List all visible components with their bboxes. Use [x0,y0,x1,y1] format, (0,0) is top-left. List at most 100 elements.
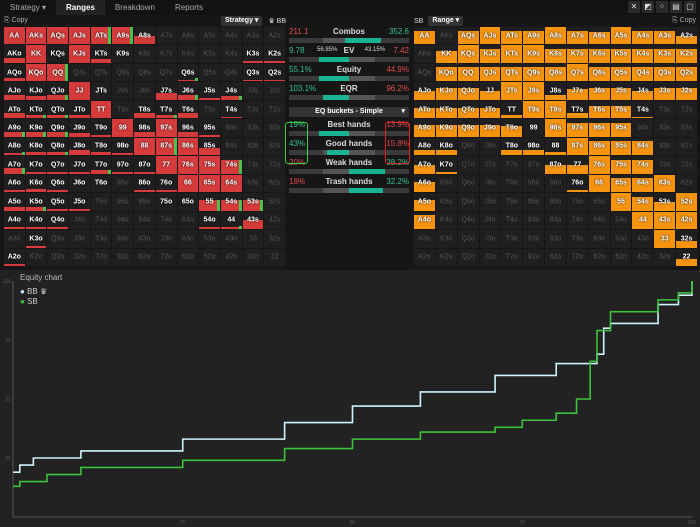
hand-cell-97o[interactable]: 97o [112,156,134,174]
hand-cell-T9s[interactable]: T9s [112,100,134,119]
hand-cell-53o[interactable]: 53o [610,230,632,248]
hand-cell-43s[interactable]: 43s [654,211,676,230]
hand-cell-A9o[interactable]: A9o [4,119,25,137]
hand-cell-Q4o[interactable]: Q4o [47,211,69,230]
hand-cell-Q9s[interactable]: Q9s [523,63,545,82]
hand-cell-63s[interactable]: 63s [242,174,264,193]
hand-cell-54s[interactable]: 54s [632,193,654,211]
hand-cell-ATo[interactable]: ATo [4,100,25,119]
hand-cell-Q3o[interactable]: Q3o [457,230,479,248]
hand-cell-AKs[interactable]: AKs [435,27,457,45]
hand-cell-T7s[interactable]: T7s [566,100,588,119]
hand-cell-K8o[interactable]: K8o [25,137,47,156]
hand-cell-64s[interactable]: 64s [632,174,654,193]
hand-cell-82o[interactable]: 82o [134,248,155,266]
hand-cell-72o[interactable]: 72o [155,248,177,266]
hand-cell-73o[interactable]: 73o [155,230,177,248]
hand-cell-J8s[interactable]: J8s [545,82,566,100]
hand-cell-Q4s[interactable]: Q4s [632,63,654,82]
hand-cell-K9s[interactable]: K9s [112,45,134,63]
hand-cell-64o[interactable]: 64o [588,211,610,230]
hand-cell-T4o[interactable]: T4o [501,211,523,230]
hand-cell-AQo[interactable]: AQo [4,63,25,82]
hand-cell-T5s[interactable]: T5s [610,100,632,119]
hand-cell-Q7s[interactable]: Q7s [566,63,588,82]
hand-cell-42s[interactable]: 42s [264,211,285,230]
hand-cell-A4s[interactable]: A4s [220,27,242,45]
hand-cell-T2s[interactable]: T2s [676,100,697,119]
hand-cell-64s[interactable]: 64s [220,174,242,193]
rows-icon[interactable]: ▤ [670,1,682,13]
hand-cell-43s[interactable]: 43s [242,211,264,230]
hand-cell-J4o[interactable]: J4o [69,211,90,230]
hand-cell-93s[interactable]: 93s [242,119,264,137]
hand-cell-KTo[interactable]: KTo [25,100,47,119]
eq-buckets-dropdown[interactable]: EQ buckets - Simple ▾ [289,107,409,117]
hand-cell-76s[interactable]: 76s [588,156,610,174]
hand-cell-J3s[interactable]: J3s [654,82,676,100]
hand-cell-95o[interactable]: 95o [523,193,545,211]
hand-cell-86s[interactable]: 86s [177,137,199,156]
hand-cell-Q6o[interactable]: Q6o [47,174,69,193]
hand-cell-J7o[interactable]: J7o [69,156,90,174]
hand-cell-62o[interactable]: 62o [588,248,610,266]
hand-cell-T2o[interactable]: T2o [90,248,112,266]
hand-cell-A5o[interactable]: A5o [4,193,25,211]
hand-cell-A7s[interactable]: A7s [566,27,588,45]
hand-cell-Q9o[interactable]: Q9o [457,119,479,137]
hand-cell-72s[interactable]: 72s [676,156,697,174]
hand-cell-72s[interactable]: 72s [264,156,285,174]
hand-cell-75o[interactable]: 75o [155,193,177,211]
hand-cell-KK[interactable]: KK [25,45,47,63]
hand-cell-K5o[interactable]: K5o [25,193,47,211]
hand-cell-T2o[interactable]: T2o [501,248,523,266]
hand-cell-Q8o[interactable]: Q8o [47,137,69,156]
hand-cell-QQ[interactable]: QQ [457,63,479,82]
hand-cell-K5o[interactable]: K5o [435,193,457,211]
hand-cell-JTs[interactable]: JTs [501,82,523,100]
hand-cell-K2s[interactable]: K2s [676,45,697,63]
hand-cell-AJs[interactable]: AJs [69,27,90,45]
hand-cell-66[interactable]: 66 [177,174,199,193]
hand-cell-AJo[interactable]: AJo [4,82,25,100]
hand-cell-K9o[interactable]: K9o [435,119,457,137]
hand-cell-42o[interactable]: 42o [220,248,242,266]
hand-cell-J6s[interactable]: J6s [177,82,199,100]
hand-cell-92o[interactable]: 92o [112,248,134,266]
hand-cell-43o[interactable]: 43o [220,230,242,248]
hand-cell-94o[interactable]: 94o [523,211,545,230]
hand-cell-AQs[interactable]: AQs [47,27,69,45]
hand-cell-AJs[interactable]: AJs [479,27,501,45]
hand-cell-Q7o[interactable]: Q7o [457,156,479,174]
hand-cell-84o[interactable]: 84o [134,211,155,230]
hand-cell-42o[interactable]: 42o [632,248,654,266]
hand-cell-73s[interactable]: 73s [654,156,676,174]
hand-cell-32s[interactable]: 32s [264,230,285,248]
hand-cell-A3s[interactable]: A3s [242,27,264,45]
hand-cell-72o[interactable]: 72o [566,248,588,266]
hand-cell-93o[interactable]: 93o [112,230,134,248]
hand-cell-KTs[interactable]: KTs [501,45,523,63]
legend-sb[interactable]: ● SB [20,297,38,306]
hand-cell-A4o[interactable]: A4o [414,211,435,230]
hand-cell-95s[interactable]: 95s [610,119,632,137]
hand-cell-K4s[interactable]: K4s [632,45,654,63]
hand-cell-K5s[interactable]: K5s [610,45,632,63]
hand-cell-A7o[interactable]: A7o [4,156,25,174]
hand-cell-65o[interactable]: 65o [588,193,610,211]
hand-cell-A2s[interactable]: A2s [676,27,697,45]
hand-cell-54o[interactable]: 54o [199,211,220,230]
hand-cell-Q2o[interactable]: Q2o [457,248,479,266]
hand-cell-K2s[interactable]: K2s [264,45,285,63]
hand-cell-76o[interactable]: 76o [155,174,177,193]
hand-cell-T6o[interactable]: T6o [501,174,523,193]
hand-cell-K8o[interactable]: K8o [435,137,457,156]
hand-cell-42s[interactable]: 42s [676,211,697,230]
hand-cell-85o[interactable]: 85o [545,193,566,211]
hand-cell-A6o[interactable]: A6o [4,174,25,193]
hand-cell-A3o[interactable]: A3o [4,230,25,248]
hand-cell-JTo[interactable]: JTo [479,100,501,119]
hand-cell-Q7s[interactable]: Q7s [155,63,177,82]
hand-cell-77[interactable]: 77 [566,156,588,174]
hand-cell-TT[interactable]: TT [501,100,523,119]
